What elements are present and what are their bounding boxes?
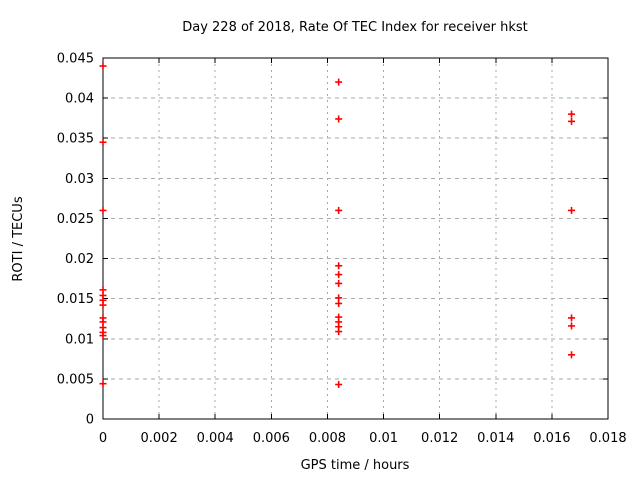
data-points-layer xyxy=(99,62,576,389)
data-point-marker xyxy=(99,301,107,309)
y-tick-label: 0.04 xyxy=(65,92,94,107)
data-point-marker xyxy=(99,138,107,146)
y-tick-label: 0.045 xyxy=(57,52,94,67)
data-point-marker xyxy=(568,322,576,330)
x-tick-label: 0.016 xyxy=(533,431,570,446)
y-tick-label: 0.015 xyxy=(57,292,94,307)
x-axis-label: GPS time / hours xyxy=(301,458,410,473)
axis-layer xyxy=(102,57,609,420)
data-point-marker xyxy=(335,78,343,86)
data-point-marker xyxy=(99,206,107,214)
x-tick-label: 0.006 xyxy=(253,431,290,446)
data-point-marker xyxy=(568,314,576,322)
data-point-marker xyxy=(335,271,343,279)
y-tick-label: 0.03 xyxy=(65,172,94,187)
data-point-marker xyxy=(335,206,343,214)
x-tick-label: 0.008 xyxy=(309,431,346,446)
x-tick-label: 0.002 xyxy=(141,431,178,446)
data-point-marker xyxy=(99,332,107,340)
x-tick-label: 0.018 xyxy=(589,431,626,446)
y-tick-label: 0.01 xyxy=(65,332,94,347)
data-point-marker xyxy=(568,206,576,214)
x-tick-label: 0.01 xyxy=(369,431,398,446)
x-tick-label: 0 xyxy=(99,431,107,446)
y-axis-label: ROTI / TECUs xyxy=(11,196,26,281)
tick-label-layer: 0 0.002 0.004 0.006 0.008 0.01 0.012 0.014 0.016… xyxy=(57,52,627,447)
data-point-marker xyxy=(335,328,343,336)
y-tick-label: 0.035 xyxy=(57,132,94,147)
data-point-marker xyxy=(335,115,343,123)
data-point-marker xyxy=(335,262,343,270)
y-tick-label: 0.025 xyxy=(57,212,94,227)
data-point-marker xyxy=(568,351,576,359)
data-point-marker xyxy=(99,380,107,388)
x-tick-label: 0.014 xyxy=(477,431,514,446)
data-point-marker xyxy=(568,110,576,118)
chart-title: Day 228 of 2018, Rate Of TEC Index for r… xyxy=(182,20,528,35)
data-point-marker xyxy=(99,62,107,70)
y-tick-label: 0.02 xyxy=(65,252,94,267)
data-point-marker xyxy=(335,381,343,389)
data-point-marker xyxy=(568,117,576,125)
plot-border xyxy=(102,57,609,420)
grid-layer xyxy=(103,58,608,419)
data-point-marker xyxy=(335,299,343,307)
y-tick-label: 0 xyxy=(86,413,94,428)
y-tick-label: 0.005 xyxy=(57,372,94,387)
data-point-marker xyxy=(335,279,343,287)
x-tick-label: 0.004 xyxy=(197,431,234,446)
x-tick-label: 0.012 xyxy=(421,431,458,446)
